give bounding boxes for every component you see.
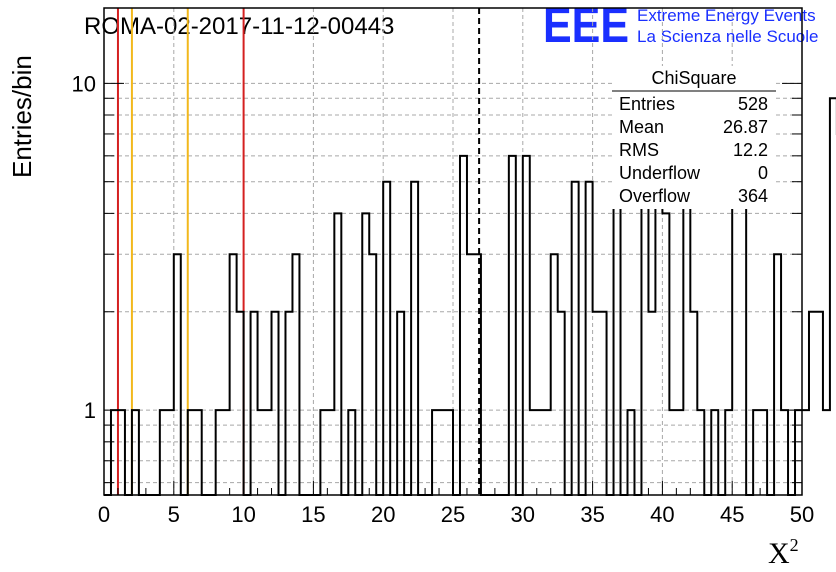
y-tick-label: 1 xyxy=(84,398,96,423)
eee-logo: EEE Extreme Energy Events La Scienza nel… xyxy=(543,0,818,53)
stats-row-label: Underflow xyxy=(619,163,701,183)
stats-box-title: ChiSquare xyxy=(651,68,736,88)
x-tick-label: 5 xyxy=(168,502,180,527)
stats-box: ChiSquare Entries 528 Mean 26.87 RMS 12.2 Unde… xyxy=(612,66,776,209)
stats-row-value: 528 xyxy=(738,94,768,114)
stats-row-label: Mean xyxy=(619,117,664,137)
axes xyxy=(103,7,803,496)
stats-row-label: Entries xyxy=(619,94,675,114)
logo-line1: Extreme Energy Events xyxy=(637,6,816,25)
x-axis-label: X2 xyxy=(768,535,799,570)
stats-row-value: 364 xyxy=(738,186,768,206)
x-tick-label: 20 xyxy=(371,502,395,527)
x-tick-label: 25 xyxy=(441,502,465,527)
stats-row-value: 12.2 xyxy=(733,140,768,160)
logo-mark: EEE xyxy=(543,0,629,53)
stats-row-value: 26.87 xyxy=(723,117,768,137)
x-tick-label: 35 xyxy=(580,502,604,527)
x-tick-label: 40 xyxy=(650,502,674,527)
y-axis-label: Entries/bin xyxy=(7,55,37,178)
stats-row-label: Overflow xyxy=(619,186,691,206)
x-tick-label: 0 xyxy=(98,502,110,527)
histogram-series xyxy=(104,97,836,496)
logo-line2: La Scienza nelle Scuole xyxy=(637,27,818,46)
stats-rows: Entries 528 Mean 26.87 RMS 12.2 Underflow 0 Over… xyxy=(619,94,768,206)
stats-box-bg xyxy=(612,66,776,209)
x-tick-label: 45 xyxy=(720,502,744,527)
x-axis-label-base: X xyxy=(768,537,790,570)
x-tick-label: 50 xyxy=(790,502,814,527)
chart-title: ROMA-02-2017-11-12-00443 xyxy=(84,13,394,40)
x-tick-label: 15 xyxy=(301,502,325,527)
x-tick-label: 10 xyxy=(231,502,255,527)
x-axis-label-sup: 2 xyxy=(790,535,799,555)
stats-row-value: 0 xyxy=(758,163,768,183)
x-tick-label: 30 xyxy=(511,502,535,527)
tick-labels: 0 5 10 15 20 25 30 35 40 45 50 1 10 xyxy=(72,71,815,527)
y-tick-label: 10 xyxy=(72,71,96,96)
stats-row-label: RMS xyxy=(619,140,659,160)
